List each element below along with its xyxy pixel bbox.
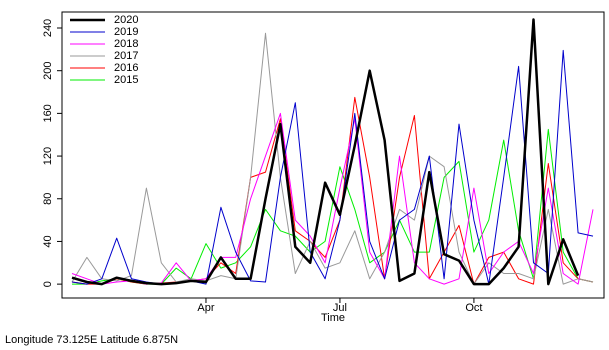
y-tick-label: 0 xyxy=(42,281,54,287)
legend-label: 2015 xyxy=(114,74,138,86)
x-axis-label: Time xyxy=(321,312,345,324)
y-tick-label: 200 xyxy=(42,62,54,80)
legend-label: 2019 xyxy=(114,26,138,38)
y-tick-label: 240 xyxy=(42,19,54,37)
legend-label: 2017 xyxy=(114,50,138,62)
y-tick-label: 120 xyxy=(42,147,54,165)
legend-label: 2020 xyxy=(114,14,138,26)
series-line xyxy=(71,32,594,285)
plot-frame xyxy=(61,11,605,299)
series-line xyxy=(71,18,580,286)
x-tick-label: Apr xyxy=(197,302,214,314)
x-tick-label: Oct xyxy=(465,302,482,314)
y-tick-label: 160 xyxy=(42,104,54,122)
x-tick-label: Jul xyxy=(333,302,347,314)
y-tick-label: 80 xyxy=(42,193,54,205)
footer-note: Longitude 73.125E Latitude 6.875N xyxy=(5,334,178,346)
legend-label: 2018 xyxy=(114,38,138,50)
legend-label: 2016 xyxy=(114,62,138,74)
y-tick-label: 40 xyxy=(42,235,54,247)
series-line xyxy=(71,49,594,285)
series-line xyxy=(71,96,594,285)
